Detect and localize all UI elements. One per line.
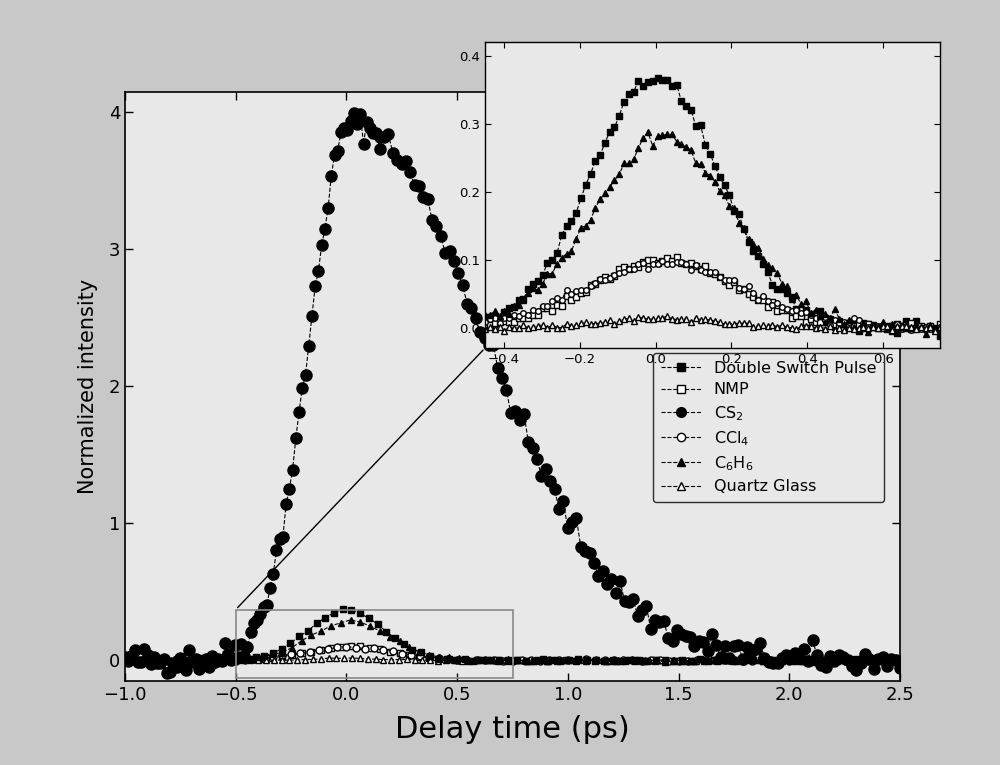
CCl$_4$ bbox=[340, 643, 352, 652]
CCl$_4$ bbox=[119, 656, 131, 665]
CCl$_4$ bbox=[368, 643, 380, 653]
CCl$_4$ bbox=[396, 649, 408, 659]
NMP bbox=[659, 656, 671, 665]
CCl$_4$ bbox=[516, 655, 528, 664]
CS$_2$ bbox=[828, 656, 840, 666]
Line: CS$_2$: CS$_2$ bbox=[119, 107, 906, 679]
NMP bbox=[472, 655, 484, 664]
Double Switch Pulse bbox=[781, 656, 793, 665]
CS$_2$ bbox=[145, 659, 157, 668]
Double Switch Pulse bbox=[659, 657, 671, 666]
C$_6$H$_6$ bbox=[600, 656, 612, 666]
NMP bbox=[629, 656, 641, 665]
Bar bbox=[236, 610, 512, 678]
Quartz Glass bbox=[847, 656, 859, 665]
NMP bbox=[345, 642, 357, 651]
C$_6$H$_6$ bbox=[894, 656, 906, 666]
Double Switch Pulse bbox=[798, 656, 810, 665]
NMP bbox=[668, 656, 680, 666]
Quartz Glass bbox=[307, 655, 319, 664]
NMP bbox=[894, 656, 906, 666]
CCl$_4$ bbox=[248, 655, 260, 664]
Double Switch Pulse bbox=[223, 655, 235, 664]
Legend: Double Switch Pulse, NMP, CS$_2$, CCl$_4$, C$_6$H$_6$, Quartz Glass: Double Switch Pulse, NMP, CS$_2$, CCl$_4… bbox=[653, 353, 884, 502]
Double Switch Pulse bbox=[894, 656, 906, 666]
Quartz Glass bbox=[894, 656, 906, 666]
Line: Double Switch Pulse: Double Switch Pulse bbox=[122, 606, 903, 666]
Quartz Glass bbox=[597, 656, 609, 665]
Quartz Glass bbox=[189, 656, 201, 666]
C$_6$H$_6$ bbox=[629, 656, 641, 666]
Double Switch Pulse bbox=[337, 604, 349, 614]
Double Switch Pulse bbox=[877, 656, 889, 665]
NMP bbox=[119, 656, 131, 665]
Line: CCl$_4$: CCl$_4$ bbox=[122, 643, 903, 665]
NMP bbox=[825, 656, 837, 665]
NMP bbox=[600, 656, 612, 665]
Double Switch Pulse bbox=[676, 656, 688, 665]
C$_6$H$_6$ bbox=[659, 656, 671, 665]
Quartz Glass bbox=[871, 656, 883, 665]
CS$_2$ bbox=[894, 663, 906, 672]
Double Switch Pulse bbox=[363, 614, 375, 623]
Y-axis label: Normalized intensity: Normalized intensity bbox=[78, 278, 98, 494]
Quartz Glass bbox=[119, 656, 131, 665]
CCl$_4$ bbox=[783, 656, 795, 666]
CCl$_4$ bbox=[359, 644, 371, 653]
Line: C$_6$H$_6$: C$_6$H$_6$ bbox=[122, 617, 903, 665]
CS$_2$ bbox=[293, 407, 305, 416]
C$_6$H$_6$ bbox=[472, 654, 484, 663]
CS$_2$ bbox=[119, 653, 131, 662]
X-axis label: Delay time (ps): Delay time (ps) bbox=[395, 715, 630, 744]
C$_6$H$_6$ bbox=[806, 657, 818, 666]
CS$_2$ bbox=[161, 669, 173, 678]
Quartz Glass bbox=[276, 656, 288, 665]
CCl$_4$ bbox=[866, 656, 878, 665]
C$_6$H$_6$ bbox=[825, 656, 837, 665]
Double Switch Pulse bbox=[119, 656, 131, 665]
CS$_2$ bbox=[241, 643, 253, 652]
C$_6$H$_6$ bbox=[590, 656, 602, 665]
CS$_2$ bbox=[859, 649, 871, 659]
Quartz Glass bbox=[346, 653, 358, 662]
NMP bbox=[590, 656, 602, 665]
CS$_2$ bbox=[158, 654, 170, 663]
Line: Quartz Glass: Quartz Glass bbox=[122, 654, 903, 665]
Quartz Glass bbox=[534, 656, 546, 665]
C$_6$H$_6$ bbox=[119, 656, 131, 666]
C$_6$H$_6$ bbox=[345, 615, 357, 624]
CCl$_4$ bbox=[894, 656, 906, 665]
CS$_2$ bbox=[348, 109, 360, 118]
Line: NMP: NMP bbox=[122, 643, 903, 664]
